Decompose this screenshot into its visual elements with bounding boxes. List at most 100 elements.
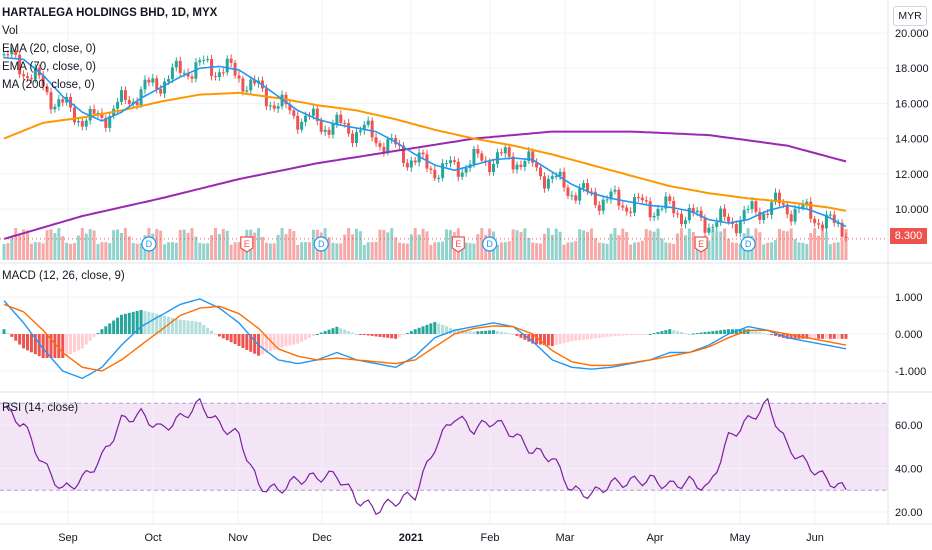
macd-histogram-bar — [206, 327, 210, 334]
earnings-marker — [451, 236, 465, 253]
macd-histogram-bar — [237, 334, 241, 347]
legend-ma200[interactable]: MA (200, close, 0) — [2, 79, 95, 91]
volume-bar — [824, 232, 828, 260]
candle-body — [785, 204, 789, 215]
macd-histogram-bar — [394, 334, 398, 339]
macd-histogram-bar — [33, 334, 37, 355]
legend-ema70[interactable]: EMA (70, close, 0) — [2, 61, 96, 73]
candle-body — [292, 110, 296, 116]
candle-body — [22, 74, 26, 77]
candle-body — [523, 160, 527, 167]
macd-histogram-bar — [640, 334, 644, 335]
volume-bar — [844, 228, 848, 260]
volume-bar — [304, 242, 308, 260]
macd-histogram-bar — [719, 330, 723, 334]
candle-body — [472, 148, 476, 165]
symbol-title[interactable]: HARTALEGA HOLDINGS BHD, 1D, MYX — [2, 7, 218, 19]
volume-bar — [570, 242, 574, 260]
volume-bar — [45, 230, 49, 260]
candle-body — [621, 205, 625, 208]
candle-body — [566, 187, 570, 196]
candle-body — [742, 210, 746, 221]
macd-histogram-bar — [550, 334, 554, 347]
macd-histogram-bar — [323, 331, 327, 334]
candle-body — [390, 137, 394, 140]
volume-bar — [284, 234, 288, 260]
volume-bar — [65, 242, 69, 260]
candle-body — [245, 90, 249, 92]
volume-bar — [370, 242, 374, 260]
ma200-line — [3, 130, 847, 240]
currency-button[interactable]: MYR — [893, 6, 927, 26]
candle-body — [362, 124, 366, 131]
price-axis-label: 14.000 — [895, 134, 929, 146]
rsi-axis-label: 40.00 — [895, 464, 923, 476]
macd-histogram-bar — [578, 334, 582, 341]
macd-histogram-bar — [108, 323, 112, 334]
volume-bar — [566, 242, 570, 260]
macd-histogram-bar — [499, 331, 503, 334]
volume-bar — [445, 229, 449, 260]
legend-ema20[interactable]: EMA (20, close, 0) — [2, 43, 96, 55]
macd-histogram-bar — [464, 330, 468, 334]
rsi-legend[interactable]: RSI (14, close) — [2, 402, 79, 414]
macd-histogram-bar — [139, 309, 143, 334]
volume-bar — [531, 242, 535, 260]
volume-bar — [723, 228, 727, 260]
volume-bar — [84, 233, 88, 260]
macd-histogram-bar — [746, 329, 750, 334]
volume-bar — [307, 242, 311, 260]
volume-bar — [88, 229, 92, 260]
volume-bar — [358, 231, 362, 260]
candle-body — [253, 79, 257, 84]
macd-histogram-bar — [245, 334, 249, 350]
macd-histogram-bar — [562, 334, 566, 344]
rsi-pane — [0, 397, 888, 516]
volume-bar — [558, 231, 562, 260]
candle-body — [45, 86, 49, 93]
price-axis-label: 18.000 — [895, 63, 929, 75]
candle-body — [636, 197, 640, 199]
macd-histogram-bar — [37, 334, 41, 357]
ema70-line — [3, 91, 847, 212]
candle-body — [770, 202, 774, 215]
volume-bar — [300, 242, 304, 260]
macd-histogram-bar — [116, 317, 120, 334]
macd-histogram-bar — [652, 333, 656, 335]
candle-body — [617, 189, 621, 206]
candle-body — [135, 101, 139, 106]
time-axis[interactable]: Sep Oct Nov Dec 2021 Feb Mar Apr May Jun — [58, 532, 824, 544]
volume-bar — [264, 242, 268, 260]
macd-histogram-bar — [233, 334, 237, 345]
volume-bar — [644, 229, 648, 260]
candle-body — [96, 112, 100, 114]
candle-body — [452, 160, 456, 162]
macd-histogram-bar — [354, 334, 358, 335]
candle-body — [515, 164, 519, 170]
macd-histogram-bar — [452, 329, 456, 334]
volume-bar — [409, 234, 413, 260]
macd-histogram-bar — [358, 334, 362, 335]
candle-body — [542, 176, 546, 189]
candle-body — [92, 108, 96, 114]
candle-body — [159, 89, 163, 94]
legend-vol[interactable]: Vol — [2, 25, 18, 37]
price-axis[interactable]: 20.000 18.000 16.000 14.000 12.000 10.000 1.00… — [895, 28, 929, 519]
candle-body — [280, 94, 284, 107]
macd-histogram-bar — [96, 333, 100, 335]
macd-histogram-bar — [210, 330, 214, 334]
macd-histogram-bar — [636, 334, 640, 335]
macd-histogram-bar — [229, 334, 233, 343]
volume-bar — [640, 240, 644, 260]
macd-legend[interactable]: MACD (12, 26, close, 9) — [2, 270, 125, 282]
macd-histogram-bar — [660, 331, 664, 334]
macd-histogram-bar — [699, 332, 703, 334]
macd-histogram-bar — [601, 334, 605, 338]
volume-bar — [61, 236, 65, 260]
volume-bar — [719, 231, 723, 260]
volume-bar — [648, 230, 652, 260]
volume-bar — [730, 242, 734, 260]
macd-histogram-bar — [574, 334, 578, 341]
